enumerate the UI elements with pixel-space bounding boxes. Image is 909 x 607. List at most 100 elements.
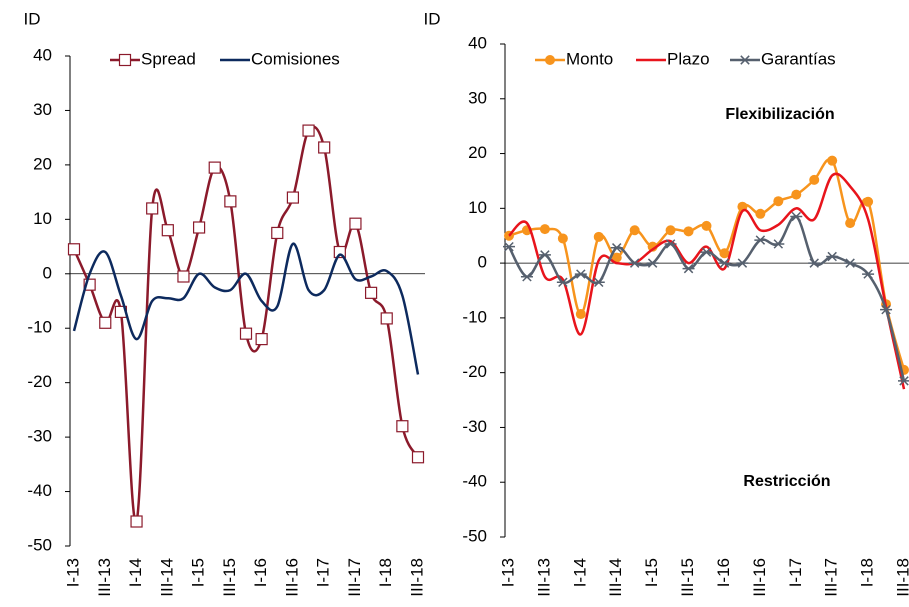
x-tick-label: III-16 <box>282 558 301 597</box>
y-tick-label: -50 <box>462 526 487 545</box>
data-point <box>503 241 515 252</box>
y-tick-label: 0 <box>478 253 487 272</box>
y-tick-label: 40 <box>33 45 52 64</box>
legend-label: Spread <box>141 49 196 68</box>
data-point <box>161 224 174 237</box>
data-point <box>224 195 237 208</box>
data-point <box>755 208 766 219</box>
y-tick-label: 10 <box>33 209 52 228</box>
data-point <box>380 312 393 325</box>
y-axis-label: ID <box>24 9 41 28</box>
x-tick-label: I-17 <box>314 558 333 587</box>
data-point <box>664 239 677 249</box>
data-point <box>826 251 839 262</box>
data-point <box>862 269 875 279</box>
x-tick-label: I-18 <box>858 558 877 587</box>
data-point <box>809 174 820 185</box>
x-tick-label: I-16 <box>251 558 270 587</box>
y-tick-label: 30 <box>468 88 487 107</box>
x-tick-label: I-15 <box>189 558 208 587</box>
data-point <box>208 161 221 174</box>
data-point <box>593 231 604 242</box>
annotation: Flexibilización <box>725 106 834 123</box>
y-tick-label: -20 <box>462 362 487 381</box>
x-tick-label: I-13 <box>63 558 82 587</box>
legend-marker <box>739 55 751 65</box>
x-tick-label: III-15 <box>220 558 239 597</box>
y-axis-label: ID <box>424 9 441 28</box>
data-point <box>574 269 587 279</box>
x-tick-label: III-17 <box>822 558 841 597</box>
data-point <box>67 243 81 256</box>
y-tick-label: 0 <box>43 263 52 282</box>
x-tick-label: I-13 <box>498 558 517 587</box>
series-line <box>72 125 420 524</box>
x-tick-label: III-13 <box>534 558 553 597</box>
data-point <box>286 191 300 204</box>
data-point <box>880 304 893 315</box>
y-tick-label: 20 <box>468 143 487 162</box>
data-point <box>396 420 409 433</box>
data-point <box>318 141 331 154</box>
data-point <box>629 225 640 236</box>
series-line <box>508 157 906 371</box>
y-tick-label: 30 <box>33 100 52 119</box>
y-tick-label: 40 <box>468 33 487 52</box>
x-tick-label: III-16 <box>750 558 769 597</box>
data-point <box>177 270 190 283</box>
data-point <box>898 376 909 386</box>
data-point <box>364 286 378 299</box>
data-point <box>520 272 533 282</box>
data-point <box>411 451 425 464</box>
y-tick-label: -20 <box>27 372 52 391</box>
data-point <box>130 515 143 528</box>
data-point <box>99 316 112 329</box>
y-tick-label: -40 <box>462 472 487 491</box>
data-point <box>772 239 785 249</box>
y-tick-label: -50 <box>27 535 52 554</box>
data-point <box>863 196 874 207</box>
data-point <box>844 258 857 268</box>
x-tick-label: III-18 <box>893 558 909 597</box>
data-point <box>556 277 569 288</box>
data-point <box>239 327 253 340</box>
y-tick-label: -10 <box>462 307 487 326</box>
data-point <box>754 235 767 245</box>
data-point <box>333 245 346 259</box>
legend-label: Comisiones <box>251 49 340 68</box>
x-tick-label: III-15 <box>678 558 697 597</box>
data-point <box>736 258 749 268</box>
series-line <box>72 242 420 375</box>
data-point <box>349 217 362 230</box>
data-point <box>790 211 803 222</box>
x-tick-label: I-15 <box>642 558 661 587</box>
x-tick-label: III-14 <box>606 558 625 597</box>
data-point <box>146 202 159 215</box>
annotation: Restricción <box>743 473 830 490</box>
x-tick-label: I-18 <box>376 558 395 587</box>
x-tick-label: I-14 <box>126 558 145 587</box>
data-point <box>628 258 641 268</box>
legend-marker <box>545 55 555 65</box>
data-point <box>718 258 731 268</box>
data-point <box>271 226 284 240</box>
data-point <box>682 263 695 274</box>
data-point <box>575 309 586 320</box>
legend-label: Plazo <box>667 49 710 68</box>
x-tick-label: III-13 <box>95 558 114 597</box>
data-point <box>791 189 802 200</box>
x-tick-label: III-14 <box>157 558 176 597</box>
x-tick-label: I-14 <box>570 558 589 587</box>
data-point <box>719 248 730 259</box>
data-point <box>845 218 856 229</box>
data-point <box>808 258 821 268</box>
legend-label: Monto <box>566 49 613 68</box>
x-tick-label: III-17 <box>345 558 364 597</box>
data-point <box>701 220 712 231</box>
data-point <box>610 243 623 253</box>
data-point <box>557 233 568 244</box>
data-point <box>539 224 550 235</box>
y-tick-label: 20 <box>33 154 52 173</box>
data-point <box>646 258 659 268</box>
